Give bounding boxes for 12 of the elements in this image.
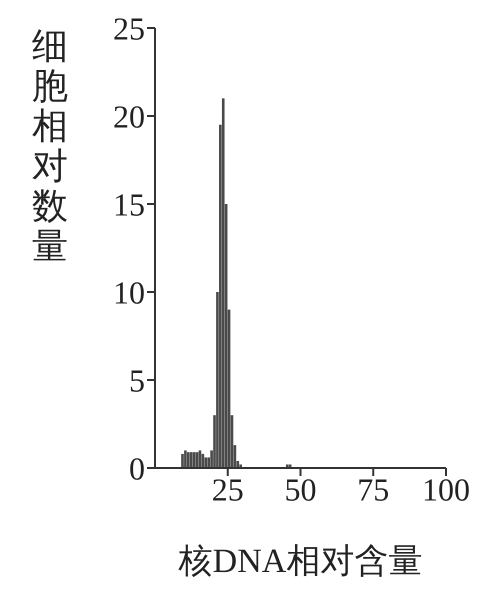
x-tick-label: 75 [357,472,390,508]
x-axis-title: 核DNA相对含量 [178,543,422,580]
y-tick-label: 5 [129,362,145,398]
y-tick-label: 20 [113,98,145,134]
y-axis-title: 细胞相对数量 [31,26,69,266]
x-tick-label: 100 [422,472,470,508]
y-tick-label: 10 [113,274,145,310]
y-tick-label: 25 [113,10,145,46]
x-tick-label: 25 [212,472,244,508]
y-tick-label: 0 [129,450,145,486]
y-tick-label: 15 [113,186,145,222]
x-tick-label: 50 [284,472,316,508]
